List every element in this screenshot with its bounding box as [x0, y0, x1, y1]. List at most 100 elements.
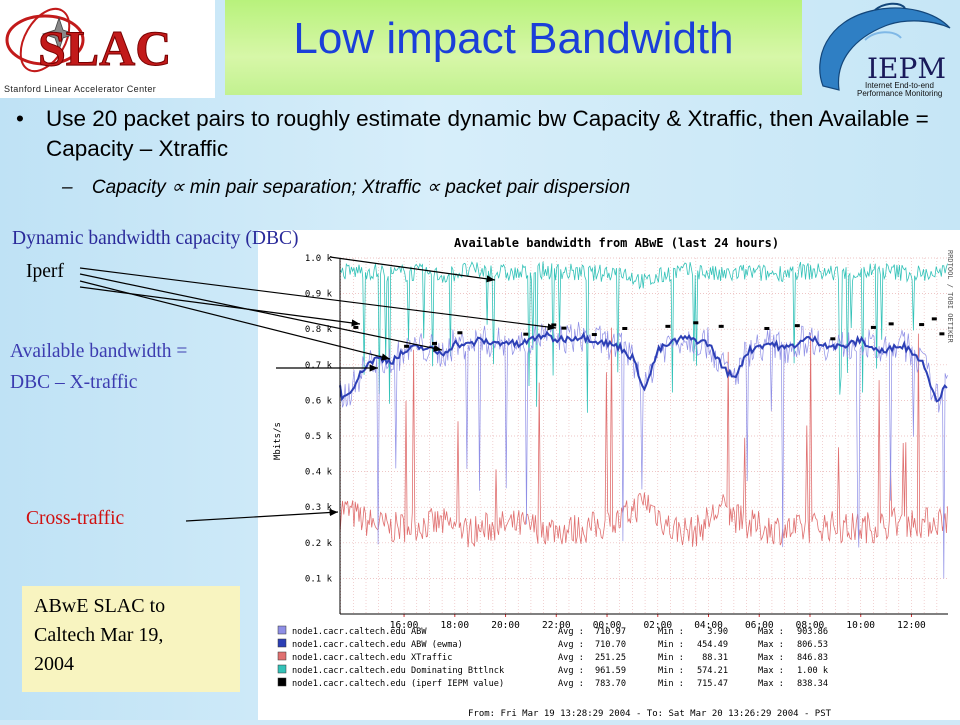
title-banner: Low impact Bandwidth	[225, 0, 802, 95]
y-tick-label: 0.7 k	[305, 361, 333, 371]
bullet-text: Use 20 packet pairs to roughly estimate …	[46, 106, 929, 161]
dbc-label-text: Dynamic bandwidth capacity (DBC)	[12, 228, 299, 249]
iperf-label: Iperf	[26, 261, 64, 282]
iperf-point	[939, 332, 945, 336]
legend-stat: 846.83	[797, 653, 828, 663]
series-xtraffic	[339, 327, 948, 548]
legend-stat: Min :	[658, 666, 684, 676]
legend-stat: Min :	[658, 640, 684, 650]
y-tick-label: 0.2 k	[305, 539, 333, 549]
iperf-point	[919, 323, 925, 327]
date-note: ABwE SLAC to Caltech Mar 19, 2004	[22, 586, 240, 692]
legend-stat: Avg :	[558, 666, 584, 676]
legend-stat: 88.31	[702, 653, 728, 663]
chart-series	[339, 261, 948, 579]
y-tick-label: 0.3 k	[305, 503, 333, 513]
y-tick-label: 0.9 k	[305, 290, 333, 300]
y-tick-label: 1.0 k	[305, 254, 333, 264]
series-abw	[339, 321, 948, 579]
y-tick-label: 0.4 k	[305, 468, 333, 478]
cross-traffic-label: Cross-traffic	[26, 508, 125, 529]
chart-title: Available bandwidth from ABwE (last 24 h…	[454, 236, 779, 250]
x-tick-label: 08:00	[796, 620, 825, 631]
x-tick-label: 16:00	[390, 620, 419, 631]
chart-side-label: RRDTOOL / TOBI OETIKER	[946, 250, 954, 344]
x-tick-label: 12:00	[897, 620, 926, 631]
x-tick-label: 10:00	[846, 620, 875, 631]
slide-title: Low impact Bandwidth	[293, 14, 734, 63]
legend-stat: Min :	[658, 679, 684, 689]
available-label-line1: Available bandwidth =	[10, 341, 188, 362]
legend-stat: 1.00 k	[797, 666, 829, 676]
legend-stat: Max :	[758, 653, 784, 663]
iepm-logo-text: IEPM	[867, 52, 946, 85]
slac-logo-caption: Stanford Linear Accelerator Center	[4, 84, 156, 94]
legend-stat: Avg :	[558, 653, 584, 663]
slac-logo-graphic: SLAC Stanford Linear Accelerator Center	[4, 7, 172, 94]
x-tick-label: 00:00	[593, 620, 622, 631]
legend-series-name: node1.cacr.caltech.edu XTraffic	[292, 653, 452, 663]
legend-stat: 715.47	[697, 679, 728, 689]
legend-stat: Max :	[758, 640, 784, 650]
legend-stat: 710.97	[595, 627, 626, 637]
legend-series-name: node1.cacr.caltech.edu ABW (ewma)	[292, 640, 463, 650]
note-line2: Caltech Mar 19,	[34, 624, 164, 646]
legend-stat: Min :	[658, 653, 684, 663]
legend-series-name: node1.cacr.caltech.edu ABW	[292, 627, 427, 637]
iperf-point	[432, 341, 438, 345]
series-abw-ewma	[339, 330, 948, 403]
legend-series-name: node1.cacr.caltech.edu Dominating Bttlnc…	[292, 666, 505, 676]
legend-stat: Max :	[758, 666, 784, 676]
available-label-line2: DBC – X-traffic	[10, 372, 138, 393]
chart-ylabel: Mbits/s	[273, 422, 283, 460]
x-tick-label: 18:00	[440, 620, 469, 631]
slac-logo: SLAC Stanford Linear Accelerator Center	[0, 0, 215, 98]
legend-stat: 251.25	[595, 653, 626, 663]
x-tick-label: 02:00	[643, 620, 672, 631]
dolphin-icon: IEPM Internet End-to-end Performance Mon…	[819, 2, 951, 98]
legend-stat: Avg :	[558, 640, 584, 650]
iperf-point	[591, 333, 597, 337]
sub-bullet-dash: –	[62, 177, 73, 198]
iperf-point	[718, 324, 724, 328]
slac-logo-text: SLAC	[38, 20, 171, 76]
legend-stat: 3.90	[707, 627, 728, 637]
iepm-logo: IEPM Internet End-to-end Performance Mon…	[805, 0, 960, 98]
legend-stat: Avg :	[558, 679, 584, 689]
legend-stat: 903.86	[797, 627, 828, 637]
legend-swatch	[277, 651, 287, 661]
iperf-point	[353, 325, 359, 329]
iperf-point	[693, 321, 699, 325]
abwe-chart: Available bandwidth from ABwE (last 24 h…	[258, 230, 960, 720]
legend-stat: 961.59	[595, 666, 626, 676]
iperf-point	[551, 323, 557, 327]
iperf-point	[457, 331, 463, 335]
iperf-point	[665, 324, 671, 328]
legend-stat: 574.21	[697, 666, 728, 676]
x-tick-label: 20:00	[491, 620, 520, 631]
y-tick-label: 0.6 k	[305, 396, 333, 406]
iperf-point	[794, 324, 800, 328]
legend-series-name: node1.cacr.caltech.edu (iperf IEPM value…	[292, 679, 504, 689]
iperf-point	[888, 322, 894, 326]
iperf-point	[561, 326, 567, 330]
legend-stat: Avg :	[558, 627, 584, 637]
legend-stat: Max :	[758, 679, 784, 689]
legend-stat: Max :	[758, 627, 784, 637]
iepm-caption-2: Performance Monitoring	[857, 89, 942, 98]
bullet-dot: •	[16, 106, 24, 131]
chart-svg: Available bandwidth from ABwE (last 24 h…	[273, 236, 954, 719]
x-tick-label: 22:00	[542, 620, 571, 631]
note-line3: 2004	[34, 653, 74, 675]
y-tick-label: 0.5 k	[305, 432, 333, 442]
legend-swatch	[277, 638, 287, 648]
sub-bullet: – Capacity ∝ min pair separation; Xtraff…	[62, 176, 952, 199]
legend-stat: 783.70	[595, 679, 626, 689]
y-tick-label: 0.8 k	[305, 325, 333, 335]
x-tick-label: 06:00	[745, 620, 774, 631]
iperf-point	[931, 317, 937, 321]
dbc-label: Dynamic bandwidth capacity (DBC)	[12, 228, 298, 250]
legend-stat: 838.34	[797, 679, 828, 689]
iperf-point	[830, 337, 836, 341]
legend-stat: 710.70	[595, 640, 626, 650]
